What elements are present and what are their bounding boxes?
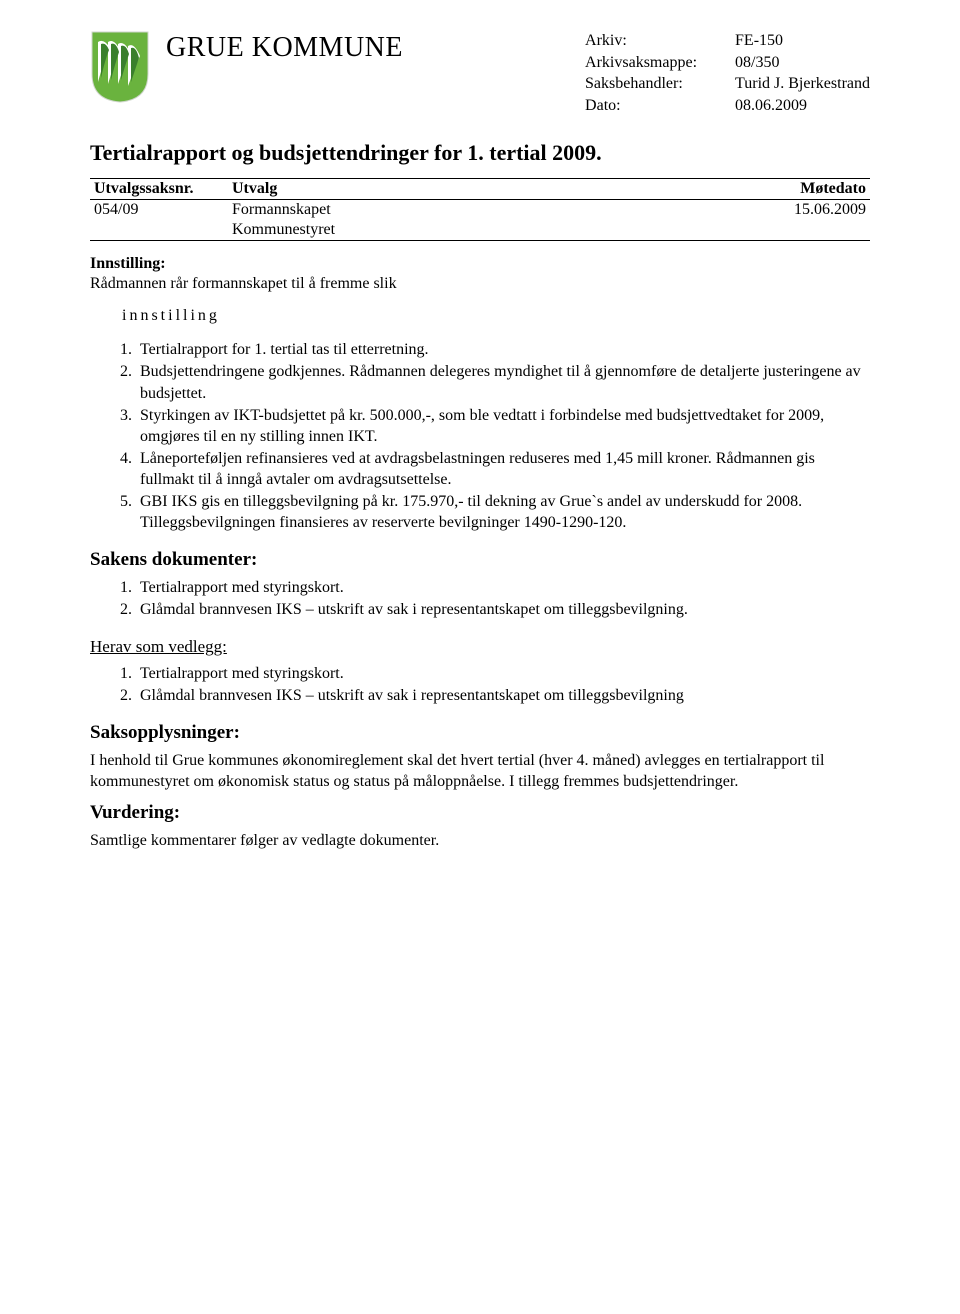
innstilling-intro: Rådmannen rår formannskapet til å fremme… [90,275,870,293]
dokumenter-heading: Sakens dokumenter: [90,549,870,571]
list-item: Tertialrapport for 1. tertial tas til et… [136,339,870,360]
document-page: GRUE KOMMUNE Arkiv: FE-150 Arkivsaksmapp… [0,0,960,891]
col-header-dato: Møtedato [732,179,870,200]
document-title: Tertialrapport og budsjettendringer for … [90,140,870,166]
meta-row-arkiv: Arkiv: FE-150 [585,30,870,52]
list-item: Tertialrapport med styringskort. [136,663,870,684]
list-item: GBI IKS gis en tilleggsbevilgning på kr.… [136,491,870,533]
cell-nr [90,220,228,241]
col-header-utvalg: Utvalg [228,179,732,200]
cell-utvalg: Formannskapet [228,200,732,221]
org-name: GRUE KOMMUNE [166,32,569,64]
utvalg-table: Utvalgssaksnr. Utvalg Møtedato 054/09 Fo… [90,178,870,241]
cell-nr: 054/09 [90,200,228,221]
table-row: Kommunestyret [90,220,870,241]
vurdering-heading: Vurdering: [90,802,870,824]
innstilling-list: Tertialrapport for 1. tertial tas til et… [90,339,870,533]
saksopplysninger-heading: Saksopplysninger: [90,722,870,744]
meta-value: 08.06.2009 [735,95,807,117]
meta-label: Saksbehandler: [585,73,735,95]
cell-utvalg: Kommunestyret [228,220,732,241]
vurdering-body: Samtlige kommentarer følger av vedlagte … [90,830,870,851]
municipal-shield-icon [90,30,150,109]
table-row: 054/09 Formannskapet 15.06.2009 [90,200,870,221]
col-header-nr: Utvalgssaksnr. [90,179,228,200]
innstilling-label: Innstilling: [90,255,870,273]
saksopplysninger-body: I henhold til Grue kommunes økonomiregle… [90,750,870,792]
dokumenter-list: Tertialrapport med styringskort. Glåmdal… [90,577,870,620]
vedlegg-list: Tertialrapport med styringskort. Glåmdal… [90,663,870,706]
list-item: Tertialrapport med styringskort. [136,577,870,598]
meta-value: 08/350 [735,52,779,74]
meta-row-saksbehandler: Saksbehandler: Turid J. Bjerkestrand [585,73,870,95]
meta-row-arkivsaksmappe: Arkivsaksmappe: 08/350 [585,52,870,74]
cell-dato [732,220,870,241]
meta-row-dato: Dato: 08.06.2009 [585,95,870,117]
meta-label: Arkivsaksmappe: [585,52,735,74]
meta-block: Arkiv: FE-150 Arkivsaksmappe: 08/350 Sak… [585,30,870,116]
meta-label: Dato: [585,95,735,117]
meta-value: FE-150 [735,30,783,52]
list-item: Glåmdal brannvesen IKS – utskrift av sak… [136,685,870,706]
meta-label: Arkiv: [585,30,735,52]
letterhead: GRUE KOMMUNE Arkiv: FE-150 Arkivsaksmapp… [90,30,870,116]
cell-dato: 15.06.2009 [732,200,870,221]
list-item: Glåmdal brannvesen IKS – utskrift av sak… [136,599,870,620]
innstilling-word: innstilling [122,307,870,325]
list-item: Låneporteføljen refinansieres ved at avd… [136,448,870,490]
list-item: Styrkingen av IKT-budsjettet på kr. 500.… [136,405,870,447]
meta-value: Turid J. Bjerkestrand [735,73,870,95]
vedlegg-heading: Herav som vedlegg: [90,637,870,657]
list-item: Budsjettendringene godkjennes. Rådmannen… [136,361,870,403]
table-header-row: Utvalgssaksnr. Utvalg Møtedato [90,179,870,200]
